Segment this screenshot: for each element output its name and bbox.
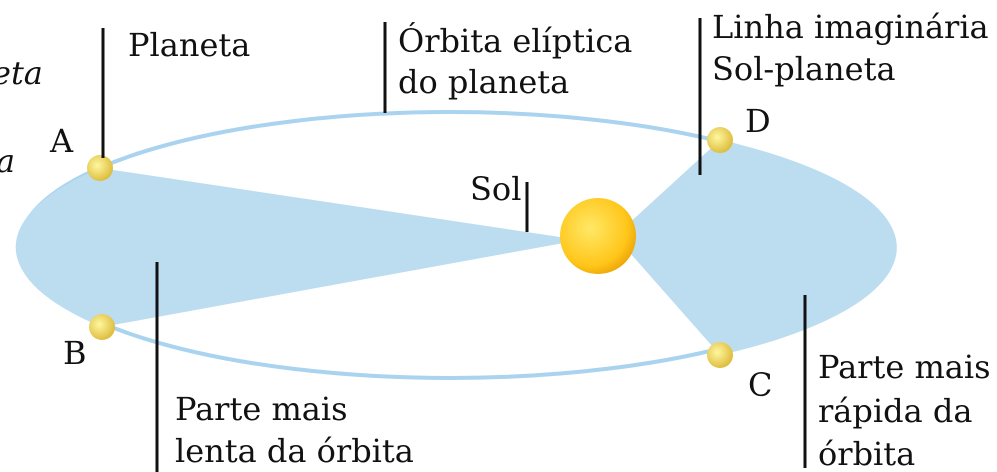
- fragment: eta: [0, 54, 43, 92]
- label: Órbita elíptica: [398, 22, 632, 60]
- fragment: a: [0, 142, 15, 180]
- point-label: C: [748, 366, 772, 404]
- point-label: D: [745, 102, 771, 140]
- planet: [89, 314, 115, 340]
- label: do planeta: [398, 63, 569, 101]
- planet: [707, 342, 733, 368]
- fast-area: [615, 140, 897, 355]
- planet: [87, 155, 113, 181]
- label: Planeta: [128, 26, 250, 64]
- label: lenta da órbita: [175, 432, 414, 470]
- point-label: B: [63, 334, 87, 372]
- label: Sol: [470, 170, 521, 208]
- label: Sol-planeta: [712, 50, 896, 88]
- label: Linha imaginária: [712, 8, 989, 46]
- point-label: A: [49, 122, 74, 160]
- label: Parte mais: [818, 348, 991, 386]
- label: Parte mais: [175, 390, 348, 428]
- label: rápida da: [818, 392, 972, 430]
- planet: [707, 127, 733, 153]
- kepler-diagram: eta a Planeta Órbita elíptica do planeta…: [0, 0, 997, 472]
- label: órbita: [818, 435, 915, 472]
- sun: [560, 198, 636, 274]
